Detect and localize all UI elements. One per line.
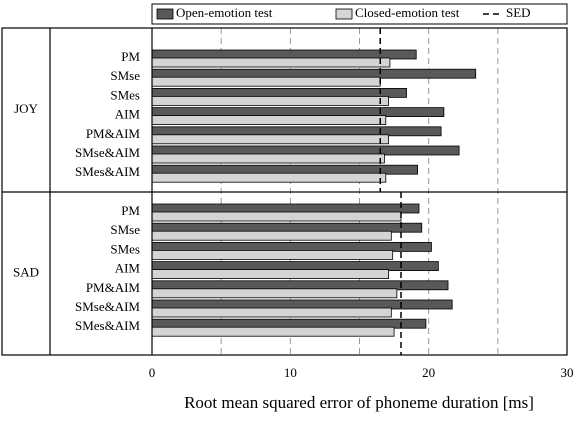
bar (151, 153, 385, 164)
bar (151, 230, 392, 241)
category-label: PM&AIM (86, 126, 141, 141)
bar (151, 76, 381, 87)
category-label: SMse&AIM (75, 299, 140, 314)
category-label: PM (121, 49, 140, 64)
bar (151, 57, 391, 68)
bar (151, 326, 395, 337)
bar (151, 172, 387, 183)
category-label: PM&AIM (86, 280, 141, 295)
category-label: SMes (110, 241, 140, 256)
bar (151, 288, 398, 299)
bar (151, 269, 389, 280)
category-label: SMse&AIM (75, 145, 140, 160)
bar (151, 134, 389, 145)
category-label: SMes&AIM (75, 318, 140, 333)
category-label: AIM (115, 261, 141, 276)
bar (151, 96, 389, 106)
bar (151, 115, 387, 125)
legend-swatch (335, 8, 353, 20)
x-axis-label: Root mean squared error of phoneme durat… (184, 393, 534, 412)
x-tick-label: 30 (561, 365, 574, 380)
legend-frame (151, 3, 568, 25)
category-label: SMes&AIM (75, 164, 140, 179)
bar (151, 249, 394, 260)
x-tick-label: 20 (422, 365, 435, 380)
category-label: SMes (110, 87, 140, 102)
bar (151, 307, 392, 318)
x-tick-label: 10 (284, 365, 297, 380)
legend-swatch (156, 8, 174, 20)
group-label: SAD (13, 264, 39, 279)
x-tick-label: 0 (149, 365, 156, 380)
bar (151, 211, 402, 222)
legend-label: Open-emotion test (176, 5, 273, 20)
category-label: SMse (110, 222, 140, 237)
category-label: AIM (115, 107, 141, 122)
legend-label: SED (506, 5, 531, 20)
category-label: PM (121, 203, 140, 218)
category-label: SMse (110, 68, 140, 83)
legend-label: Closed-emotion test (355, 5, 460, 20)
group-label: JOY (14, 101, 38, 116)
